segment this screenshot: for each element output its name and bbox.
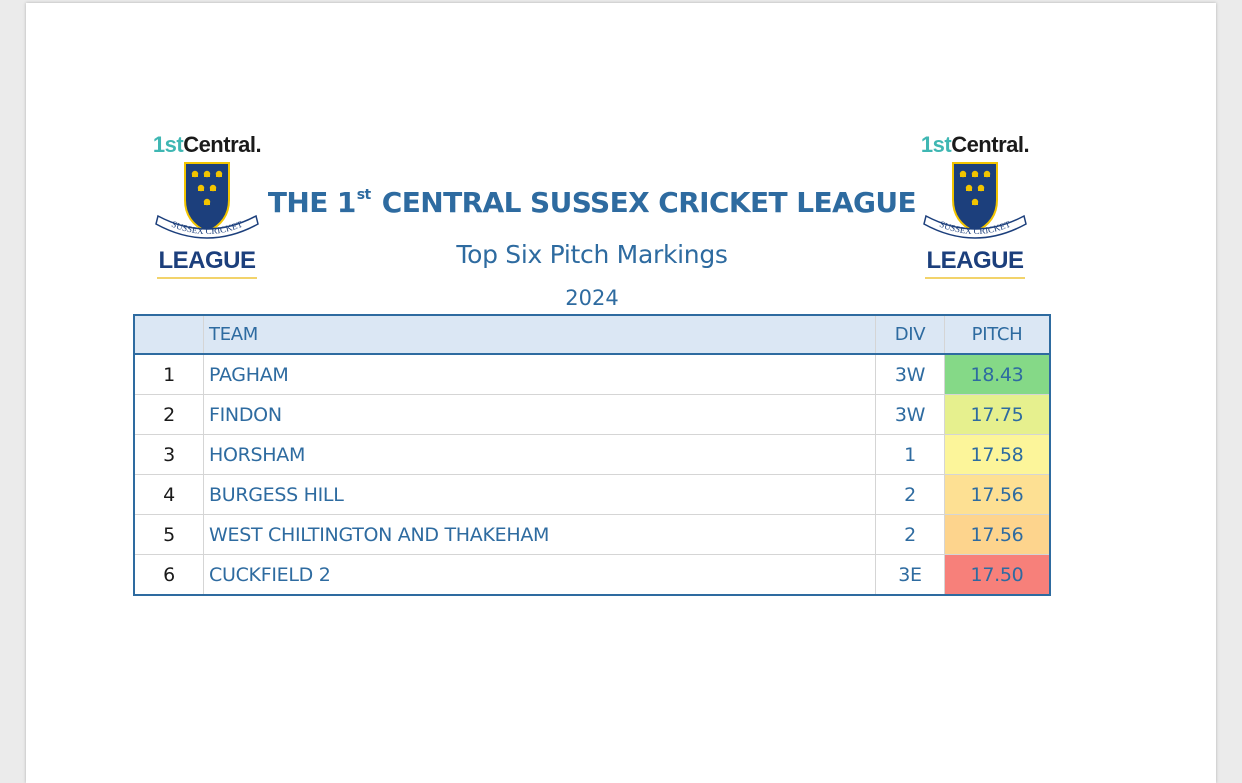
rank-column-header [133, 314, 204, 355]
team-cell: BURGESS HILL [203, 474, 876, 515]
league-underline [157, 277, 257, 279]
pitch-cell: 17.58 [944, 434, 1051, 475]
div-cell: 2 [875, 514, 945, 555]
pitch-cell: 17.50 [944, 554, 1051, 596]
rank-cell: 6 [133, 554, 204, 596]
document-subtitle: Top Six Pitch Markings [456, 240, 728, 269]
rank-cell: 4 [133, 474, 204, 515]
pitch-cell: 17.56 [944, 514, 1051, 555]
league-word: LEAGUE [926, 247, 1024, 274]
pitch-cell: 17.75 [944, 394, 1051, 435]
div-cell: 2 [875, 474, 945, 515]
table-row: 6 CUCKFIELD 2 3E 17.50 [133, 554, 1051, 596]
table-row: 1 PAGHAM 3W 18.43 [133, 353, 1051, 395]
league-word: LEAGUE [158, 247, 256, 274]
div-cell: 3W [875, 353, 945, 395]
rank-cell: 2 [133, 394, 204, 435]
table-row: 3 HORSHAM 1 17.58 [133, 434, 1051, 475]
team-cell: WEST CHILTINGTON AND THAKEHAM [203, 514, 876, 555]
table-header-row: TEAM DIV PITCH [133, 314, 1051, 355]
team-cell: PAGHAM [203, 353, 876, 395]
pitch-cell: 17.56 [944, 474, 1051, 515]
div-cell: 1 [875, 434, 945, 475]
sussex-crest-icon: SUSSEX CRICKET [923, 162, 1027, 239]
league-underline [925, 277, 1025, 279]
league-logo-right: 1stCentral. SUSSEX CRICKET LEAGUE [900, 132, 1050, 302]
team-cell: FINDON [203, 394, 876, 435]
table-row: 2 FINDON 3W 17.75 [133, 394, 1051, 435]
rank-cell: 5 [133, 514, 204, 555]
document-title: THE 1st CENTRAL SUSSEX CRICKET LEAGUE [267, 186, 917, 219]
team-column-header: TEAM [203, 314, 876, 355]
pitch-cell: 18.43 [944, 353, 1051, 395]
pitch-column-header: PITCH [944, 314, 1051, 355]
table-row: 5 WEST CHILTINGTON AND THAKEHAM 2 17.56 [133, 514, 1051, 555]
season-year: 2024 [565, 286, 619, 310]
rank-cell: 3 [133, 434, 204, 475]
table-row: 4 BURGESS HILL 2 17.56 [133, 474, 1051, 515]
league-logo-left: 1stCentral. SUSSEX CRICKET LEAGUE [132, 132, 282, 302]
team-cell: CUCKFIELD 2 [203, 554, 876, 596]
rank-cell: 1 [133, 353, 204, 395]
pitch-markings-table: TEAM DIV PITCH 1 PAGHAM 3W 18.43 2 FINDO… [133, 314, 1051, 596]
div-cell: 3W [875, 394, 945, 435]
sponsor-logo-text: 1stCentral. [152, 132, 262, 157]
sussex-crest-icon: SUSSEX CRICKET [155, 162, 259, 239]
team-cell: HORSHAM [203, 434, 876, 475]
div-cell: 3E [875, 554, 945, 596]
sponsor-logo-text: 1stCentral. [920, 132, 1030, 157]
div-column-header: DIV [875, 314, 945, 355]
